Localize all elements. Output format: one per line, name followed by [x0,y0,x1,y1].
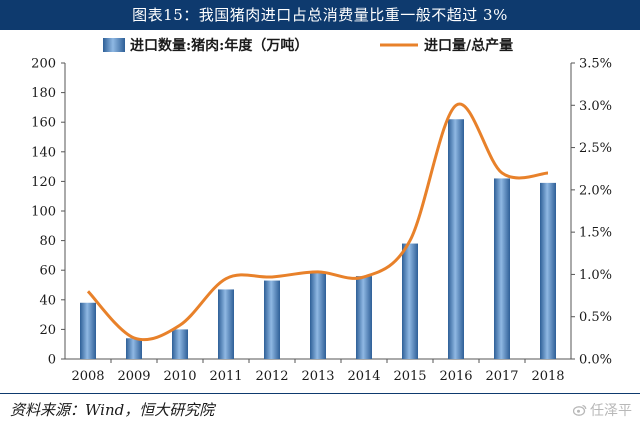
x-tick-label: 2008 [71,369,104,384]
bar [218,289,234,359]
right-tick-label: 1.0% [579,268,612,283]
left-tick-label: 100 [31,205,56,220]
x-tick-label: 2015 [393,369,426,384]
left-tick-label: 140 [31,145,56,160]
x-tick-label: 2009 [117,369,150,384]
bar [310,271,326,359]
x-tick-label: 2016 [439,369,472,384]
right-tick-label: 1.5% [579,226,612,241]
right-tick-label: 2.0% [579,183,612,198]
x-tick-label: 2014 [347,369,380,384]
left-tick-label: 20 [39,323,56,338]
bar [402,243,418,359]
x-tick-label: 2018 [531,369,564,384]
bar [356,276,372,359]
footer: 资料来源：Wind，恒大研究院 任泽平 [0,393,640,423]
left-tick-label: 160 [31,116,56,131]
right-tick-label: 2.5% [579,141,612,156]
x-tick-label: 2017 [485,369,518,384]
chart-title: 图表15：我国猪肉进口占总消费量比重一般不超过 3% [0,0,640,30]
left-tick-label: 120 [31,175,56,190]
bar [126,338,142,359]
right-tick-label: 0.0% [579,353,612,368]
watermark-text: 任泽平 [590,403,632,419]
x-tick-label: 2010 [163,369,196,384]
left-tick-label: 40 [39,293,56,308]
bar [494,178,510,359]
x-tick-label: 2011 [209,369,242,384]
bar [80,302,96,359]
weibo-icon [573,404,587,416]
bar [172,329,188,359]
left-tick-label: 200 [31,57,56,72]
right-tick-label: 3.0% [579,99,612,114]
right-tick-label: 0.5% [579,310,612,325]
watermark: 任泽平 [573,400,632,420]
bar [540,182,556,359]
left-tick-label: 180 [31,86,56,101]
legend-line-label: 进口量/总产量 [424,37,513,54]
source-note: 资料来源：Wind，恒大研究院 [10,401,215,419]
chart-area: 0 20 40 60 80 100 120 140 160 180 200 0.0% 0.5% 1.0% 1… [31,37,612,384]
legend-bar-swatch [103,38,125,52]
legend-bar-label: 进口数量:猪肉:年度（万吨） [130,37,308,54]
left-tick-label: 60 [39,264,56,279]
bar [264,280,280,359]
x-tick-label: 2012 [255,369,288,384]
bar [448,119,464,360]
left-tick-label: 0 [48,353,56,368]
ratio-line [86,102,549,342]
left-tick-label: 80 [39,234,56,249]
x-tick-label: 2013 [301,369,334,384]
right-tick-label: 3.5% [579,57,612,72]
